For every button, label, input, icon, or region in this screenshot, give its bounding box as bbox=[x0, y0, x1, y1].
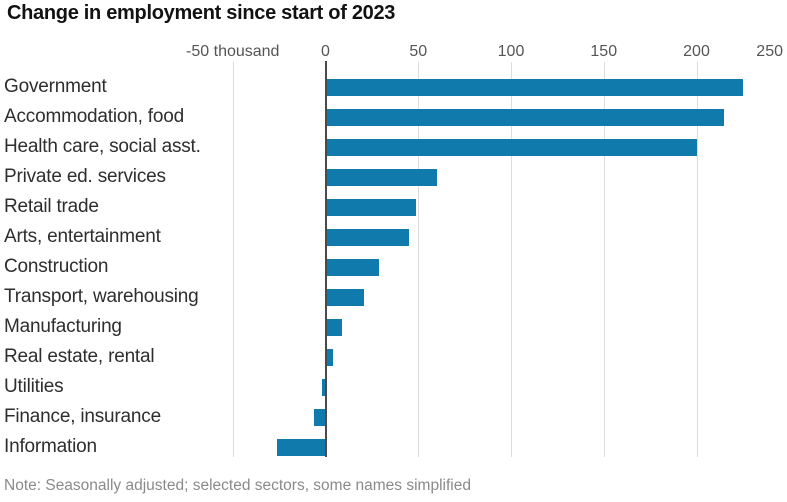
bar bbox=[325, 138, 697, 156]
bar bbox=[325, 108, 725, 126]
bar bbox=[314, 408, 326, 426]
gridline bbox=[418, 62, 420, 457]
bar bbox=[325, 258, 380, 276]
category-label: Manufacturing bbox=[4, 316, 122, 337]
zero-baseline bbox=[324, 61, 327, 457]
gridline bbox=[232, 62, 234, 457]
category-label: Arts, entertainment bbox=[4, 226, 161, 247]
bar bbox=[325, 198, 417, 216]
bar bbox=[325, 78, 743, 96]
category-label: Retail trade bbox=[4, 196, 99, 217]
bar bbox=[325, 168, 437, 186]
category-label: Utilities bbox=[4, 376, 64, 397]
bar bbox=[325, 318, 343, 336]
x-tick-label: -50 thousand bbox=[186, 43, 280, 60]
chart-title: Change in employment since start of 2023 bbox=[7, 2, 396, 24]
category-label: Private ed. services bbox=[4, 166, 166, 187]
category-label: Accommodation, food bbox=[4, 106, 184, 127]
category-label: Information bbox=[4, 436, 97, 457]
category-label: Real estate, rental bbox=[4, 346, 155, 367]
bar bbox=[325, 288, 365, 306]
category-label: Transport, warehousing bbox=[4, 286, 199, 307]
category-label: Finance, insurance bbox=[4, 406, 161, 427]
x-tick-label: 250 bbox=[756, 43, 783, 60]
x-tick-label: 0 bbox=[321, 43, 330, 60]
category-label: Government bbox=[4, 76, 107, 97]
x-tick-label: 50 bbox=[409, 43, 428, 60]
gridline bbox=[696, 62, 698, 457]
x-tick-label: 100 bbox=[497, 43, 525, 60]
gridline bbox=[603, 62, 605, 457]
bar bbox=[325, 228, 409, 246]
bar bbox=[325, 348, 333, 366]
x-tick-label: 150 bbox=[590, 43, 618, 60]
category-label: Construction bbox=[4, 256, 109, 277]
x-tick-label: 200 bbox=[683, 43, 710, 60]
category-label: Health care, social asst. bbox=[4, 136, 201, 157]
chart-note: Note: Seasonally adjusted; selected sect… bbox=[4, 477, 471, 494]
bar bbox=[321, 378, 326, 396]
bar bbox=[277, 438, 326, 456]
gridline bbox=[511, 62, 512, 457]
